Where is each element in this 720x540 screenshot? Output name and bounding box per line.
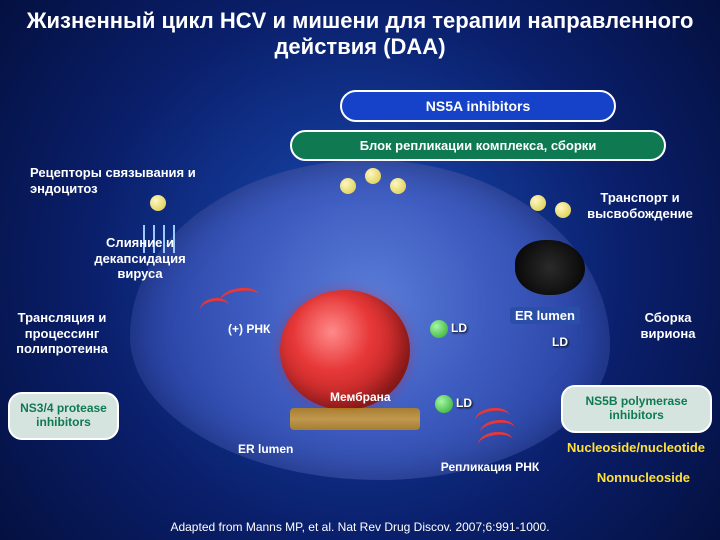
- membrane-strip: [290, 408, 420, 430]
- ns5a-pill: NS5A inhibitors: [340, 90, 616, 122]
- ns34-box: NS3/4 protease inhibitors: [8, 392, 119, 440]
- transport-label: Транспорт и высвобождение: [575, 190, 705, 221]
- virion-icon: [555, 202, 571, 218]
- fusion-label: Слияние и декапсидация вируса: [70, 235, 210, 282]
- ld-label: LD: [456, 396, 472, 410]
- lipid-droplet-icon: [430, 320, 448, 338]
- translation-label: Трансляция и процессинг полипротеина: [2, 310, 122, 357]
- virion-icon: [150, 195, 166, 211]
- replication-block-pill: Блок репликации комплекса, сборки: [290, 130, 666, 161]
- virion-icon: [530, 195, 546, 211]
- lipid-droplet-icon: [435, 395, 453, 413]
- membrane-label: Мембрана: [330, 390, 391, 404]
- receptor-binding-label: Рецепторы связывания и эндоцитоз: [30, 165, 230, 196]
- virion-icon: [365, 168, 381, 184]
- er-lumen-label: ER lumen: [510, 307, 580, 324]
- replication-label: Репликация РНК: [440, 460, 540, 474]
- ld-label: LD: [552, 335, 568, 349]
- er-body: [515, 240, 585, 295]
- virion-icon: [340, 178, 356, 194]
- ld-label: LD: [451, 321, 467, 335]
- citation: Adapted from Manns MP, et al. Nat Rev Dr…: [0, 520, 720, 534]
- nonnucleoside-label: Nonnucleoside: [597, 470, 690, 485]
- page-title: Жизненный цикл HCV и мишени для терапии …: [0, 0, 720, 65]
- rna-plus-label: (+) РНК: [228, 322, 270, 336]
- assembly-label: Сборка вириона: [628, 310, 708, 341]
- nucleoside-label: Nucleoside/nucleotide: [567, 440, 705, 455]
- virion-icon: [390, 178, 406, 194]
- er-lumen-label: ER lumen: [238, 442, 293, 456]
- ns5b-box: NS5B polymerase inhibitors: [561, 385, 712, 433]
